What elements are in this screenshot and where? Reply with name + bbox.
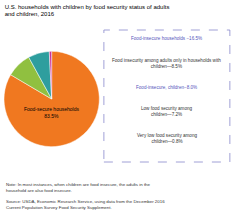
svg-text:Source: USDA, Economic Researc: Source: USDA, Economic Research Service,… (6, 199, 165, 210)
svg-text:Low food security amongchildre: Low food security amongchildren—7.2% (141, 106, 193, 117)
svg-text:U.S. households with children: U.S. households with children by food se… (5, 4, 170, 18)
svg-text:Food-insecure, children−8.0%: Food-insecure, children−8.0% (136, 85, 197, 90)
svg-text:Very low food security amongch: Very low food security amongchildren—0.8… (137, 133, 197, 144)
svg-text:Note: In most instances, when: Note: In most instances, when children a… (6, 182, 151, 193)
svg-text:Food-secure households83.5%: Food-secure households83.5% (24, 106, 80, 119)
svg-text:Food-insecure households −16.5: Food-insecure households −16.5% (131, 36, 202, 41)
svg-text:Food insecurity among adults o: Food insecurity among adults only in hou… (112, 58, 221, 69)
